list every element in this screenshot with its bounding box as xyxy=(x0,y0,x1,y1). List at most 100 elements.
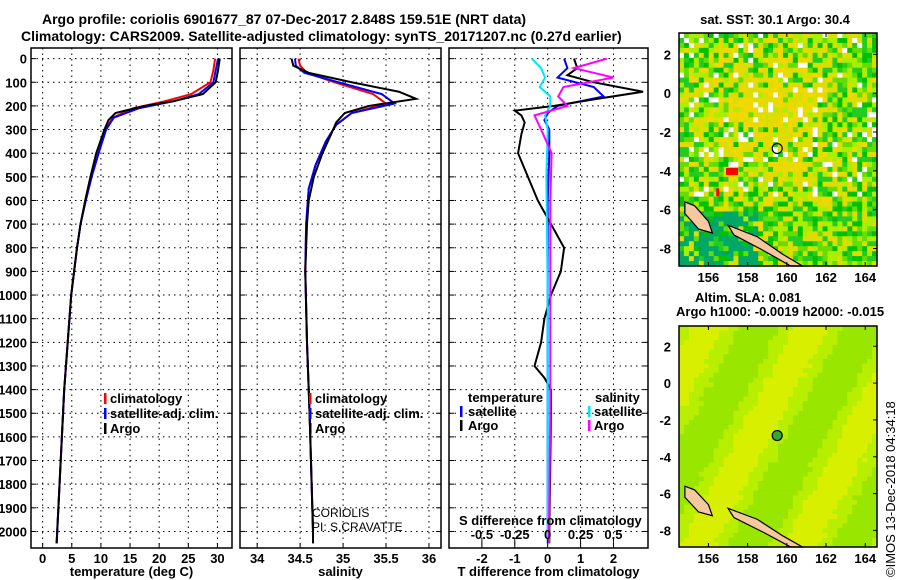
map-cell xyxy=(698,196,705,203)
map-cell xyxy=(733,471,739,477)
map-cell xyxy=(872,181,878,188)
map-cell xyxy=(679,363,685,369)
map-cell xyxy=(693,82,700,89)
map-cell xyxy=(683,42,690,49)
map-cell xyxy=(703,251,710,257)
map-cell xyxy=(822,151,828,158)
map-cell xyxy=(728,161,734,168)
map-cell xyxy=(782,211,789,217)
map-cell xyxy=(807,211,814,217)
map-cell xyxy=(698,340,705,346)
map-cell xyxy=(683,424,690,430)
lat-tick-label: 0 xyxy=(664,376,671,391)
map-cell xyxy=(683,387,690,393)
map-cell xyxy=(718,77,725,84)
map-cell xyxy=(768,424,774,430)
map-cell xyxy=(812,132,819,138)
map-cell xyxy=(733,443,739,449)
map-cell xyxy=(748,354,754,360)
map-cell xyxy=(837,107,843,113)
map-cell xyxy=(723,77,729,84)
map-cell xyxy=(832,62,838,69)
map-cell xyxy=(753,122,759,128)
map-cell xyxy=(703,349,710,355)
map-cell xyxy=(723,156,729,163)
map-cell xyxy=(827,102,833,108)
map-cell xyxy=(688,67,695,74)
map-cell xyxy=(862,117,868,123)
map-cell xyxy=(797,499,804,506)
map-cell xyxy=(782,373,789,379)
map-cell xyxy=(688,382,695,388)
map-cell xyxy=(872,127,878,133)
map-cell xyxy=(787,509,794,515)
map-cell xyxy=(768,452,774,459)
map-cell xyxy=(827,166,833,173)
map-cell xyxy=(822,236,828,242)
map-cell xyxy=(812,196,819,203)
map-cell xyxy=(857,509,863,515)
map-cell xyxy=(743,420,749,426)
map-cell xyxy=(787,481,794,487)
map-cell xyxy=(837,358,843,365)
map-cell xyxy=(857,373,863,379)
map-cell xyxy=(753,363,759,369)
map-cell xyxy=(778,490,784,496)
map-cell xyxy=(867,92,873,98)
map-cell xyxy=(713,410,720,416)
map-cell xyxy=(733,122,739,128)
map-cell xyxy=(827,191,833,198)
map-cell xyxy=(807,117,814,123)
map-cell xyxy=(753,335,759,341)
map-cell xyxy=(758,387,764,393)
map-cell xyxy=(743,102,749,108)
map-cell xyxy=(782,467,789,473)
map-cell xyxy=(723,261,729,267)
map-cell xyxy=(852,117,858,123)
map-cell xyxy=(758,142,764,148)
map-cell xyxy=(832,509,838,515)
map-cell xyxy=(688,326,695,332)
map-cell xyxy=(822,326,828,332)
map-cell xyxy=(753,354,759,360)
map-cell xyxy=(718,537,725,543)
map-cell xyxy=(837,523,843,529)
map-cell xyxy=(792,514,799,520)
map-cell xyxy=(718,448,725,454)
map-cell xyxy=(817,415,824,421)
map-cell xyxy=(753,457,759,463)
map-cell xyxy=(832,42,838,49)
map-cell xyxy=(842,382,848,388)
map-cell xyxy=(763,349,769,355)
map-cell xyxy=(847,344,853,351)
map-cell xyxy=(708,340,715,346)
map-cell xyxy=(679,92,685,98)
map-cell xyxy=(827,196,833,203)
map-cell xyxy=(683,181,690,188)
map-cell xyxy=(763,391,769,398)
map-cell xyxy=(703,171,710,178)
map-cell xyxy=(822,147,828,153)
map-cell xyxy=(718,382,725,388)
lon-tick-label: 158 xyxy=(737,270,759,285)
map-cell xyxy=(852,349,858,355)
map-cell xyxy=(748,151,754,158)
map-cell xyxy=(817,151,824,158)
map-cell xyxy=(812,87,819,93)
map-cell xyxy=(842,211,848,217)
map-cell xyxy=(738,102,744,108)
map-cell xyxy=(708,87,715,93)
map-cell xyxy=(679,127,685,133)
land-island xyxy=(684,485,714,517)
map-cell xyxy=(768,537,774,543)
map-cell xyxy=(797,122,804,128)
map-cell xyxy=(718,216,725,222)
map-cell xyxy=(733,523,739,529)
map-cell xyxy=(847,326,853,332)
map-cell xyxy=(787,67,794,74)
map-cell xyxy=(738,509,744,515)
map-cell xyxy=(748,191,754,198)
map-cell xyxy=(708,147,715,153)
map-cell xyxy=(733,72,739,79)
map-cell xyxy=(847,216,853,222)
